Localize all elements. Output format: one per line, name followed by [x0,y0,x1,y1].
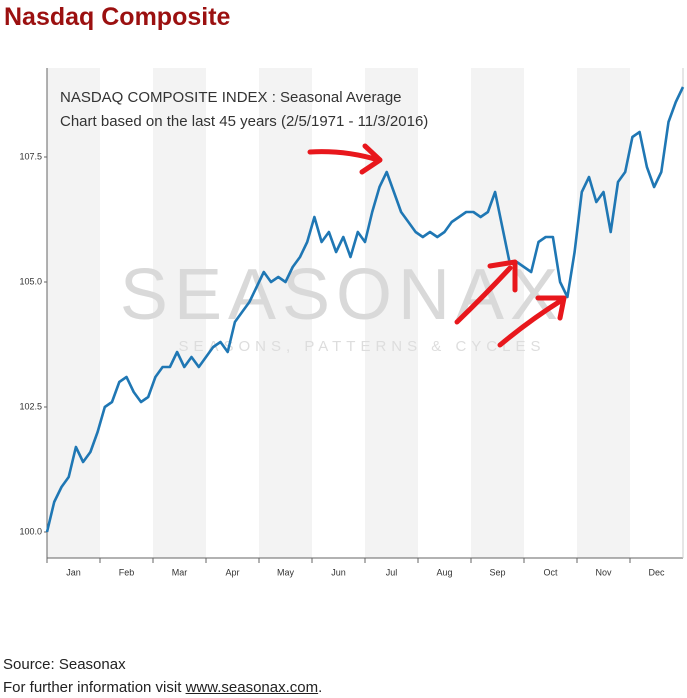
page-title: Nasdaq Composite [4,3,231,31]
watermark-tagline: SEASONS, PATTERNS & CYCLES [178,338,545,355]
x-tick-label: Jun [331,567,346,577]
x-tick-label: Dec [648,567,665,577]
x-tick-label: Feb [119,567,135,577]
month-band [577,68,630,558]
arrow [497,295,567,348]
info-text: For further information visit [3,679,182,696]
x-tick-label: Mar [172,567,188,577]
y-tick-label: 107.5 [19,151,42,161]
chart: SEASONAX SEASONS, PATTERNS & CYCLES NASD… [19,68,685,577]
x-tick-label: Sep [489,567,505,577]
x-tick-label: May [277,567,295,577]
x-tick-label: Nov [595,567,612,577]
info-suffix: . [318,679,323,696]
link[interactable]: www.seasonax.com [185,679,319,696]
y-tick-label: 102.5 [19,401,42,411]
x-tick-label: Aug [436,567,452,577]
y-tick-label: 105.0 [19,276,42,286]
chart-title: NASDAQ COMPOSITE INDEX : Seasonal Averag… [60,89,402,106]
month-band [259,68,312,558]
month-band [153,68,206,558]
month-band [365,68,418,558]
annotation-arrows [307,143,567,348]
x-tick-label: Jan [66,567,81,577]
x-tick-label: Apr [225,567,239,577]
month-band [47,68,100,558]
chart-subtitle: Chart based on the last 45 years (2/5/19… [60,113,428,130]
y-tick-label: 100.0 [19,526,42,536]
x-tick-label: Oct [543,567,558,577]
month-band [471,68,524,558]
info-line: For further information visit www.season… [3,679,322,696]
x-tick-label: Jul [386,567,398,577]
source: Source: Seasonax [3,656,126,673]
arrow [307,143,383,175]
series-line [45,86,685,533]
arrow [454,259,518,325]
